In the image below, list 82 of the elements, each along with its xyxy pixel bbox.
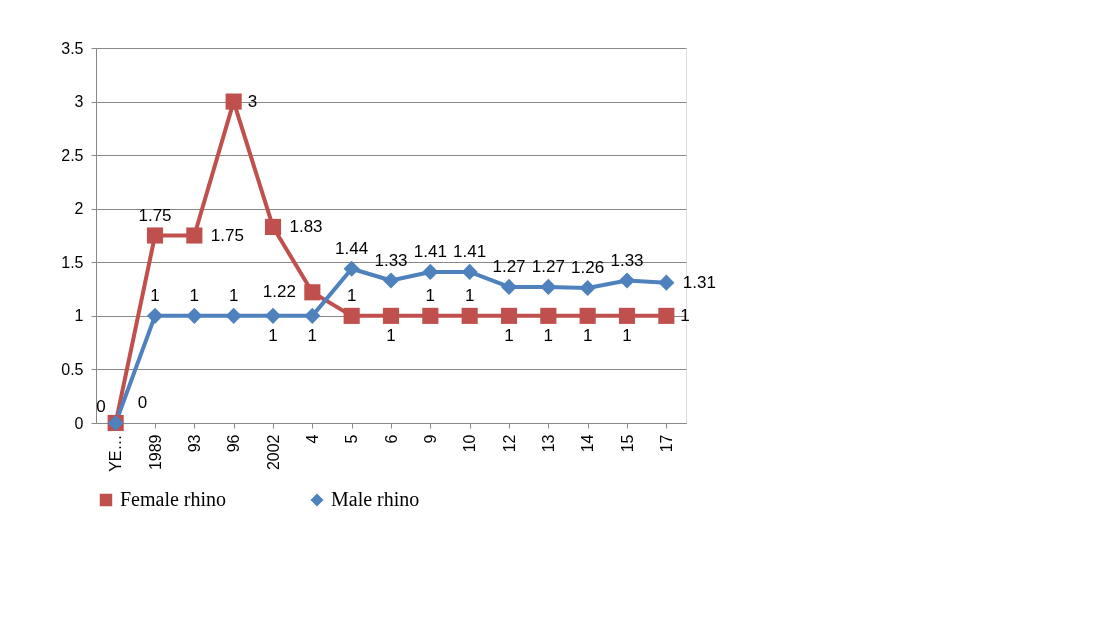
data-label: 1 — [464, 285, 475, 305]
x-tick-label: 14 — [579, 434, 597, 453]
data-label: 1 — [680, 305, 690, 325]
point — [343, 260, 360, 277]
point — [304, 284, 321, 301]
legend-label: Male rhino — [331, 488, 420, 510]
x-tick-label: 15 — [618, 434, 636, 453]
data-label: 1.75 — [138, 205, 172, 225]
data-label: 1.26 — [571, 258, 605, 277]
data-label: 1 — [386, 325, 396, 345]
data-label: 1.44 — [335, 238, 369, 258]
x-tick-label: 4 — [303, 434, 321, 444]
point — [461, 263, 478, 280]
point — [422, 307, 439, 324]
y-tick-label: 3.5 — [61, 39, 84, 57]
point — [264, 218, 282, 235]
point — [343, 307, 360, 324]
data-label: 1.22 — [262, 282, 296, 302]
x-tick-label: 13 — [539, 434, 557, 453]
data-label: 1 — [346, 285, 357, 305]
data-label: 1.27 — [492, 256, 526, 276]
point — [186, 307, 203, 324]
data-label: 1.33 — [374, 250, 408, 270]
y-tick-label: 1 — [74, 307, 84, 325]
y-tick-label: 2.5 — [61, 146, 84, 164]
x-tick-label: 1989 — [146, 434, 164, 471]
point — [304, 307, 321, 324]
y-tick-label: 1.5 — [61, 253, 84, 271]
x-tick-label: 17 — [657, 434, 675, 453]
point — [658, 307, 675, 324]
data-label: 1 — [268, 325, 278, 345]
data-label: 1.41 — [453, 241, 487, 261]
data-label: 1 — [425, 285, 436, 305]
x-tick-label: YE… — [107, 434, 125, 472]
point — [579, 279, 596, 297]
point — [618, 307, 636, 324]
point — [264, 307, 282, 324]
y-tick-label: 3 — [74, 93, 84, 111]
point — [225, 307, 242, 324]
point — [579, 307, 596, 324]
x-tick-label: 6 — [382, 434, 400, 444]
data-label: 1 — [582, 325, 593, 345]
point — [500, 307, 518, 324]
y-tick-label: 0.5 — [61, 360, 84, 378]
data-label: 1 — [150, 285, 160, 305]
data-label: 1.27 — [531, 256, 565, 276]
data-label: 1 — [228, 285, 239, 305]
data-label: 3 — [247, 91, 258, 111]
data-label: 1.83 — [289, 216, 323, 236]
x-tick-label: 2002 — [264, 434, 282, 471]
point — [422, 263, 439, 280]
data-label: 1.31 — [682, 272, 716, 292]
data-label: 1.75 — [210, 225, 244, 245]
y-tick-label: 2 — [74, 200, 84, 218]
point — [382, 307, 400, 324]
point — [186, 227, 203, 244]
x-tick-label: 12 — [500, 434, 518, 453]
point — [225, 93, 242, 110]
point — [146, 307, 164, 324]
point — [540, 278, 557, 295]
legend-label: Female rhino — [120, 488, 227, 510]
point — [618, 272, 636, 289]
point — [146, 227, 164, 244]
data-label: 1.41 — [413, 241, 447, 261]
x-tick-label: 10 — [461, 434, 479, 453]
point — [382, 272, 400, 289]
data-label: 1 — [504, 325, 514, 345]
x-tick-label: 9 — [421, 434, 439, 444]
data-label: 1.33 — [610, 250, 644, 270]
data-label: 1 — [307, 325, 318, 345]
data-label: 0 — [137, 393, 148, 412]
x-tick-label: 96 — [225, 434, 243, 453]
point — [658, 274, 675, 291]
data-label: 1 — [622, 325, 632, 345]
data-label: 1 — [543, 325, 554, 345]
point — [540, 307, 557, 324]
data-label: 1 — [189, 285, 200, 305]
y-tick-label: 0 — [74, 414, 84, 432]
x-tick-label: 93 — [185, 434, 203, 453]
data-label: 0 — [96, 397, 106, 416]
x-tick-label: 5 — [343, 434, 361, 444]
point — [461, 307, 478, 324]
